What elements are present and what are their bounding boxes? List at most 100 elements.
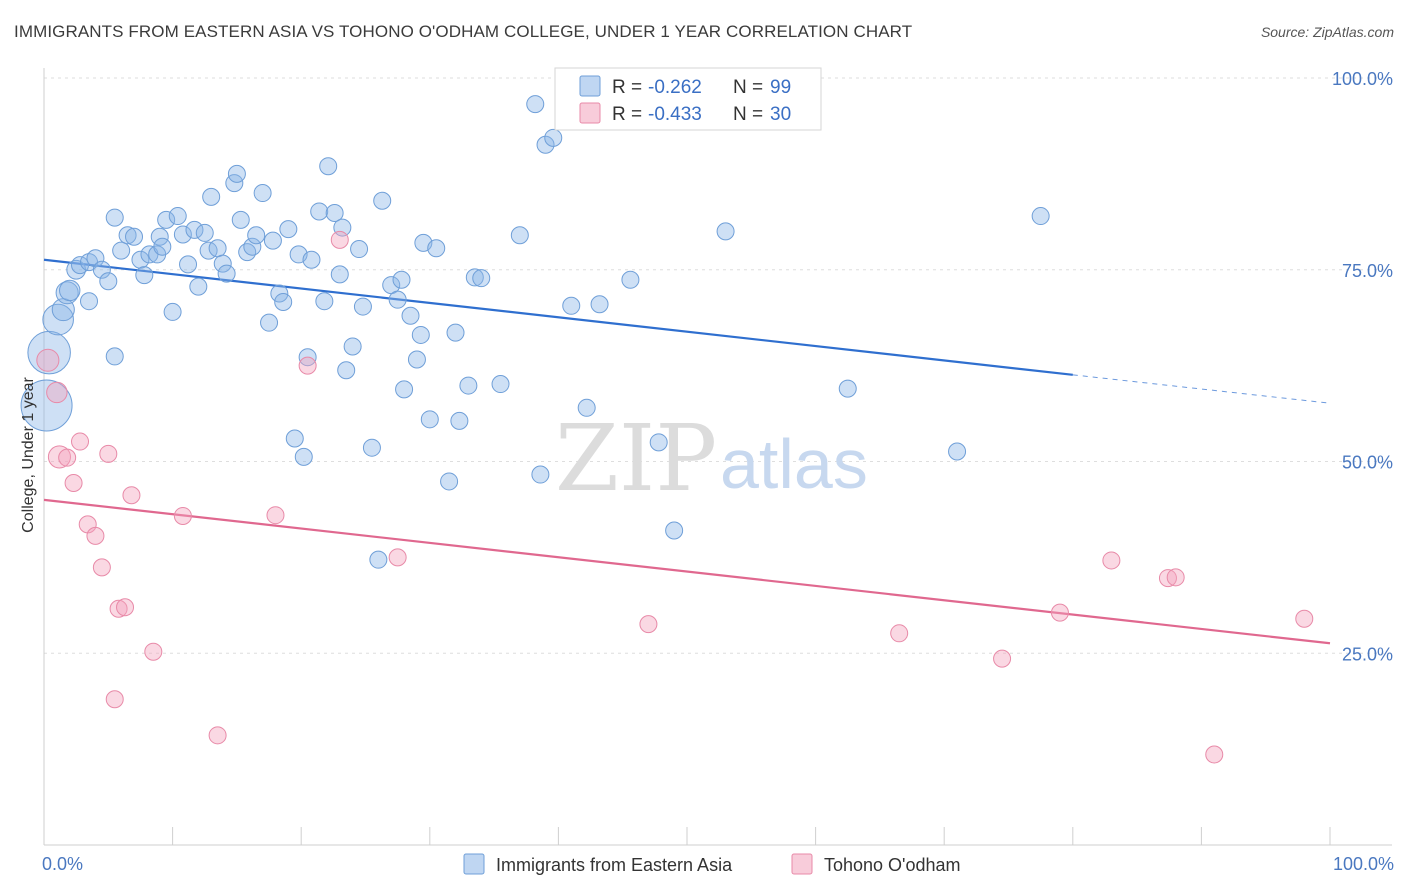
legend-n-value-2: 30 xyxy=(770,104,791,125)
point-series-0-56 xyxy=(319,157,338,176)
point-series-0-29 xyxy=(185,220,204,239)
point-series-1-20 xyxy=(388,548,407,567)
point-series-0-69 xyxy=(392,270,411,289)
point-series-1-23 xyxy=(993,649,1012,668)
point-series-0-79 xyxy=(450,411,469,430)
point-series-0-65 xyxy=(369,550,388,569)
point-series-0-36 xyxy=(217,264,236,283)
point-series-0-77 xyxy=(440,472,459,491)
point-series-0-81 xyxy=(465,268,484,287)
point-series-0-68 xyxy=(388,290,407,309)
point-series-1-15 xyxy=(173,506,192,525)
legend-r-value-2: -0.433 xyxy=(648,104,702,125)
point-series-0-10 xyxy=(80,292,99,311)
point-series-0-64 xyxy=(362,438,381,457)
chart-source: Source: ZipAtlas.com xyxy=(1260,24,1394,40)
point-series-1-3 xyxy=(58,448,77,467)
point-series-0-85 xyxy=(526,95,545,114)
point-series-1-1 xyxy=(46,381,68,404)
point-series-1-25 xyxy=(1102,551,1121,570)
trend-extension-series-0 xyxy=(1072,374,1331,404)
point-series-0-83 xyxy=(491,375,510,394)
point-series-0-58 xyxy=(330,265,349,284)
y-tick-label-50: 50.0% xyxy=(1342,453,1393,473)
point-series-0-94 xyxy=(665,521,684,540)
top-legend: R = -0.262 N = 99 R = -0.433 N = 30 xyxy=(554,67,822,131)
point-series-1-10 xyxy=(105,690,124,709)
point-series-0-73 xyxy=(411,325,430,344)
point-series-0-70 xyxy=(395,380,414,399)
point-series-0-75 xyxy=(420,410,439,429)
point-series-1-13 xyxy=(122,486,141,505)
point-series-0-93 xyxy=(649,433,668,452)
point-series-0-86 xyxy=(531,465,550,484)
point-series-0-71 xyxy=(401,306,420,325)
legend-swatch-eastern-asia xyxy=(579,75,601,97)
point-series-0-11 xyxy=(92,260,111,279)
point-series-1-12 xyxy=(116,598,135,617)
point-series-1-17 xyxy=(266,506,285,525)
bottom-legend-label-eastern-asia: Immigrants from Eastern Asia xyxy=(496,855,733,875)
point-series-0-44 xyxy=(260,313,279,332)
point-series-0-5 xyxy=(59,279,81,302)
point-series-0-30 xyxy=(189,277,208,296)
legend-swatch-tohono xyxy=(579,102,601,124)
point-series-0-12 xyxy=(99,272,118,291)
point-series-0-9 xyxy=(86,249,105,268)
point-series-0-55 xyxy=(315,292,334,311)
trend-line-series-1 xyxy=(43,498,1331,645)
point-series-0-26 xyxy=(168,207,187,226)
point-series-0-13 xyxy=(105,347,124,366)
point-series-0-82 xyxy=(472,269,491,288)
point-series-0-63 xyxy=(350,240,369,259)
point-series-0-76 xyxy=(427,239,446,258)
point-series-0-84 xyxy=(510,226,529,245)
point-series-1-7 xyxy=(86,526,105,545)
point-series-1-11 xyxy=(109,599,128,618)
y-axis-title: College, Under 1 year xyxy=(20,377,37,533)
point-series-0-39 xyxy=(231,210,250,229)
point-series-0-98 xyxy=(1031,207,1050,226)
point-series-0-57 xyxy=(325,203,344,222)
point-series-1-27 xyxy=(1166,568,1185,587)
gridlines xyxy=(44,77,1392,654)
point-series-0-23 xyxy=(153,237,172,256)
point-series-0-87 xyxy=(536,135,555,154)
point-series-0-14 xyxy=(105,208,124,227)
x-tick-label-min: 0.0% xyxy=(42,854,83,874)
point-series-0-88 xyxy=(544,128,563,147)
point-series-0-90 xyxy=(577,398,596,417)
point-series-1-28 xyxy=(1205,745,1224,764)
point-series-0-97 xyxy=(948,442,967,461)
point-series-1-8 xyxy=(92,558,111,577)
legend-r-label-2: R = xyxy=(612,104,642,125)
point-series-1-22 xyxy=(890,624,909,643)
bottom-legend-swatch-tohono xyxy=(791,853,813,875)
point-series-0-78 xyxy=(446,323,465,342)
point-series-0-38 xyxy=(227,164,246,183)
point-series-1-9 xyxy=(99,444,118,463)
axes xyxy=(43,68,1392,846)
point-series-1-26 xyxy=(1158,569,1177,588)
point-series-0-96 xyxy=(838,379,857,398)
y-tick-label-25: 25.0% xyxy=(1342,644,1393,664)
legend-n-label-1: N = xyxy=(733,77,763,98)
point-series-0-80 xyxy=(459,376,478,395)
point-series-0-41 xyxy=(243,237,262,256)
point-series-1-16 xyxy=(208,726,227,745)
watermark-atlas: atlas xyxy=(720,425,868,503)
point-series-0-31 xyxy=(195,223,214,242)
point-series-0-45 xyxy=(263,231,282,250)
point-series-1-0 xyxy=(36,348,60,372)
point-series-1-2 xyxy=(47,445,71,469)
point-series-0-40 xyxy=(238,243,257,262)
point-series-0-43 xyxy=(253,184,272,203)
point-series-0-16 xyxy=(118,226,137,245)
point-series-0-42 xyxy=(247,226,266,245)
point-series-0-66 xyxy=(373,191,392,210)
point-series-0-0 xyxy=(20,379,73,432)
bottom-legend-swatch-eastern-asia xyxy=(463,853,485,875)
bottom-legend-label-tohono: Tohono O'odham xyxy=(824,855,961,875)
data-points xyxy=(20,95,1314,764)
